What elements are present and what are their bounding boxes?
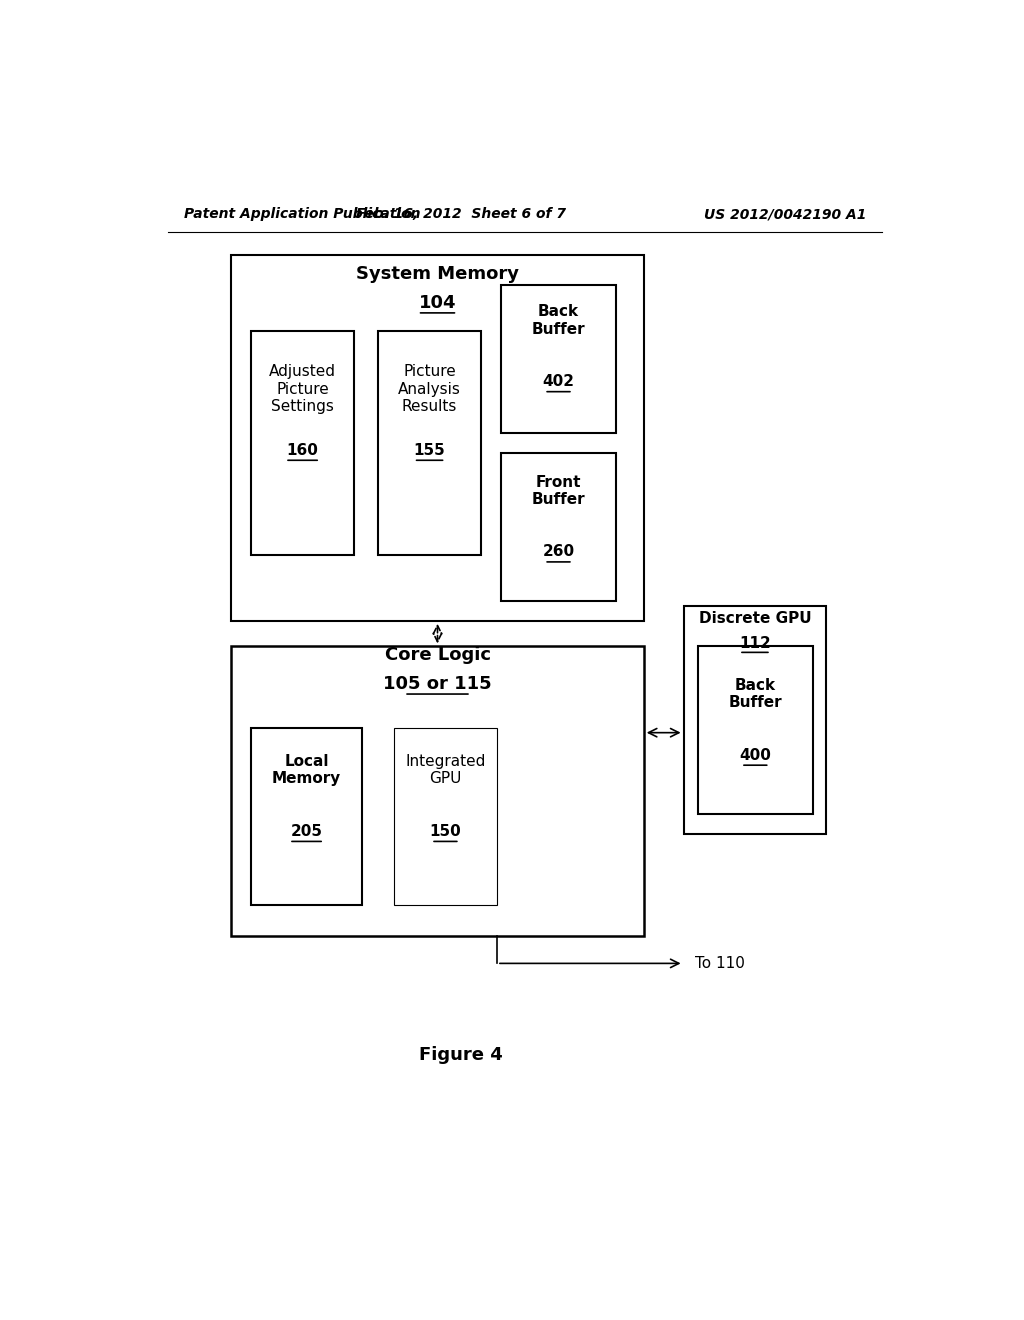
Text: 150: 150 (429, 824, 462, 838)
Text: Back
Buffer: Back Buffer (531, 305, 586, 337)
Text: 112: 112 (739, 636, 771, 651)
Text: Picture
Analysis
Results: Picture Analysis Results (398, 364, 461, 414)
Text: To 110: To 110 (695, 956, 745, 972)
Bar (501, 453, 616, 601)
Text: 205: 205 (291, 824, 323, 838)
Bar (251, 727, 362, 906)
Text: 160: 160 (287, 442, 318, 458)
Text: Patent Application Publication: Patent Application Publication (183, 207, 420, 222)
Text: 402: 402 (543, 374, 574, 389)
Text: 400: 400 (739, 747, 771, 763)
Text: Back
Buffer: Back Buffer (728, 678, 782, 710)
Text: 155: 155 (414, 442, 445, 458)
Bar (231, 647, 644, 936)
Text: US 2012/0042190 A1: US 2012/0042190 A1 (703, 207, 866, 222)
Text: Local
Memory: Local Memory (272, 754, 341, 787)
Bar (394, 727, 497, 906)
Text: 260: 260 (543, 544, 574, 560)
Text: 104: 104 (419, 294, 457, 312)
Text: Core Logic: Core Logic (384, 647, 490, 664)
Text: Adjusted
Picture
Settings: Adjusted Picture Settings (269, 364, 336, 414)
Text: Front
Buffer: Front Buffer (531, 475, 586, 507)
Bar (697, 647, 813, 814)
Text: Feb. 16, 2012  Sheet 6 of 7: Feb. 16, 2012 Sheet 6 of 7 (356, 207, 566, 222)
Bar (501, 285, 616, 433)
Text: Figure 4: Figure 4 (420, 1045, 503, 1064)
Bar (684, 606, 826, 834)
Bar (231, 255, 644, 620)
Text: System Memory: System Memory (356, 265, 519, 284)
Text: Discrete GPU: Discrete GPU (698, 611, 811, 626)
Text: 105 or 115: 105 or 115 (383, 675, 492, 693)
Bar (378, 331, 481, 554)
Bar (251, 331, 354, 554)
Text: Integrated
GPU: Integrated GPU (406, 754, 485, 787)
